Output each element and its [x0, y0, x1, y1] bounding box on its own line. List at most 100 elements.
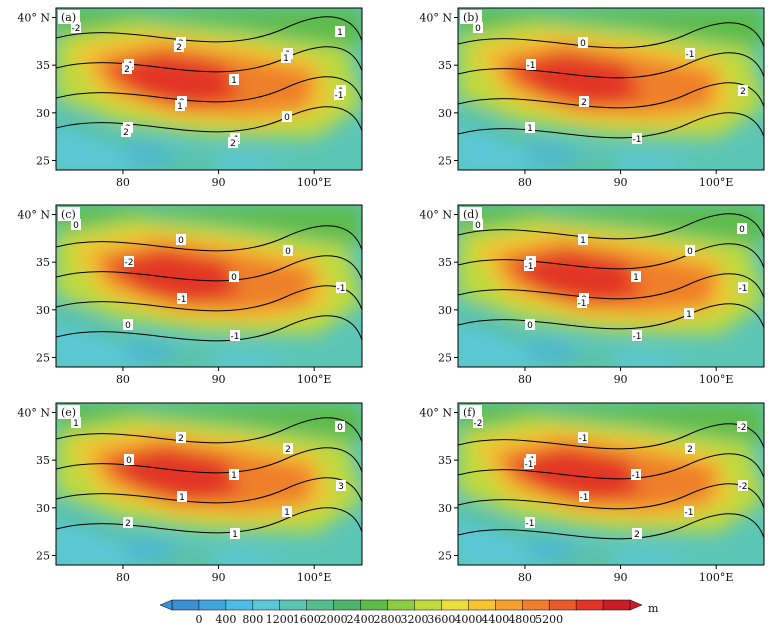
- svg-text:(f): (f): [463, 406, 476, 419]
- panel-label: (a): [58, 10, 80, 24]
- contour-label: 0: [578, 37, 588, 49]
- svg-text:2: 2: [230, 139, 236, 149]
- svg-text:2: 2: [176, 43, 182, 53]
- x-tick-label: 100°E: [699, 571, 734, 584]
- contour-label: -1: [177, 293, 187, 305]
- contour-line: [56, 417, 362, 444]
- contour-label: -1: [684, 506, 694, 518]
- svg-text:-1: -1: [335, 91, 344, 101]
- terrain-shading: [611, 350, 688, 367]
- terrain-shading: [123, 147, 179, 161]
- colorbar-swatch: [198, 599, 227, 611]
- x-tick-label: 90: [212, 176, 226, 189]
- x-tick-label: 80: [116, 176, 130, 189]
- terrain-shading: [611, 548, 688, 565]
- svg-text:(d): (d): [463, 208, 479, 221]
- colorbar-swatch: [171, 599, 200, 611]
- contour-label: -2: [71, 22, 81, 34]
- y-tick-label: 25: [438, 351, 452, 364]
- svg-text:0: 0: [284, 113, 290, 123]
- contour-label: 1: [631, 271, 641, 283]
- contour-line: [458, 453, 764, 480]
- contour-label: 2: [283, 443, 293, 455]
- x-tick-label: 100°E: [297, 571, 332, 584]
- svg-text:0: 0: [178, 236, 184, 246]
- contour-line: [56, 315, 362, 342]
- contour-label: -1: [524, 260, 534, 272]
- contour-label: -1: [525, 517, 535, 529]
- svg-text:-1: -1: [527, 61, 536, 71]
- colorbar-tick-label: 4000: [454, 613, 482, 626]
- contour-label: -1: [578, 432, 588, 444]
- y-tick-label: 35: [36, 59, 50, 72]
- svg-text:2: 2: [740, 87, 746, 97]
- x-tick-label: 90: [614, 571, 628, 584]
- contour-label: 1: [282, 506, 292, 518]
- contour-label: 0: [123, 319, 133, 331]
- contour-label: 0: [283, 245, 293, 257]
- y-tick-label: 25: [438, 154, 452, 167]
- contour-label: 1: [335, 26, 345, 38]
- svg-text:-2: -2: [474, 419, 483, 429]
- terrain-shading: [209, 548, 286, 565]
- colorbar-unit: m: [648, 602, 659, 615]
- contour-label: 2: [632, 528, 642, 540]
- contour-line: [56, 477, 362, 504]
- contour-line: [458, 213, 764, 240]
- terrain-shading: [56, 403, 362, 444]
- svg-text:2: 2: [178, 434, 184, 444]
- y-tick-label: 30: [36, 502, 50, 515]
- colorbar-tick-label: 3600: [427, 613, 455, 626]
- panel-label: (e): [58, 405, 80, 419]
- svg-text:1: 1: [527, 124, 533, 134]
- colorbar: 0 400 800 120016002000240028003200360040004…: [159, 599, 659, 626]
- svg-text:1: 1: [231, 471, 237, 481]
- svg-text:0: 0: [527, 321, 533, 331]
- contour-label: -1: [526, 59, 536, 71]
- svg-text:-1: -1: [685, 508, 694, 518]
- contour-label: -1: [230, 330, 240, 342]
- svg-text:-2: -2: [739, 482, 748, 492]
- y-tick-label: 25: [438, 549, 452, 562]
- colorbar-swatch: [468, 599, 497, 611]
- terrain-shading: [525, 542, 581, 556]
- colorbar-swatch: [602, 599, 631, 611]
- svg-text:-1: -1: [739, 284, 748, 294]
- svg-text:(e): (e): [61, 406, 76, 419]
- contour-label: -1: [524, 458, 534, 470]
- map-panel: 1 0 1 1 2 3 2 2 1 1 0 (e) 80 90 100°E 25 30 35 40° N: [17, 402, 363, 584]
- terrain-shading: [507, 53, 642, 109]
- colorbar-tick-label: 0: [195, 613, 202, 626]
- colorbar-swatch: [306, 599, 335, 611]
- y-tick-label: 40° N: [17, 407, 50, 420]
- panel-frame: [55, 7, 363, 171]
- y-tick-label: 30: [36, 107, 50, 120]
- y-tick-label: 30: [438, 502, 452, 515]
- svg-text:1: 1: [177, 102, 183, 112]
- y-tick-label: 30: [438, 304, 452, 317]
- svg-text:-1: -1: [580, 493, 589, 503]
- svg-text:-1: -1: [178, 295, 187, 305]
- contour-label: 0: [685, 245, 695, 257]
- svg-text:0: 0: [337, 423, 343, 433]
- svg-text:-1: -1: [337, 284, 346, 294]
- colorbar-tick-label: 1600: [293, 613, 321, 626]
- y-tick-label: 40° N: [419, 209, 452, 222]
- contour-label: -2: [738, 480, 748, 492]
- colorbar-swatch: [333, 599, 362, 611]
- panel-label: (b): [460, 10, 482, 24]
- contour-label: 1: [175, 100, 185, 112]
- contour-line: [458, 22, 764, 49]
- contour-label: 2: [123, 517, 133, 529]
- colorbar-swatch: [441, 599, 470, 611]
- svg-text:1: 1: [337, 28, 343, 38]
- contour-line: [458, 303, 764, 330]
- contour-label: -1: [579, 491, 589, 503]
- contour-label: 1: [525, 122, 535, 134]
- contour-line: [56, 46, 362, 73]
- x-tick-label: 80: [518, 373, 532, 386]
- svg-text:-1: -1: [525, 262, 534, 272]
- x-tick-label: 90: [212, 571, 226, 584]
